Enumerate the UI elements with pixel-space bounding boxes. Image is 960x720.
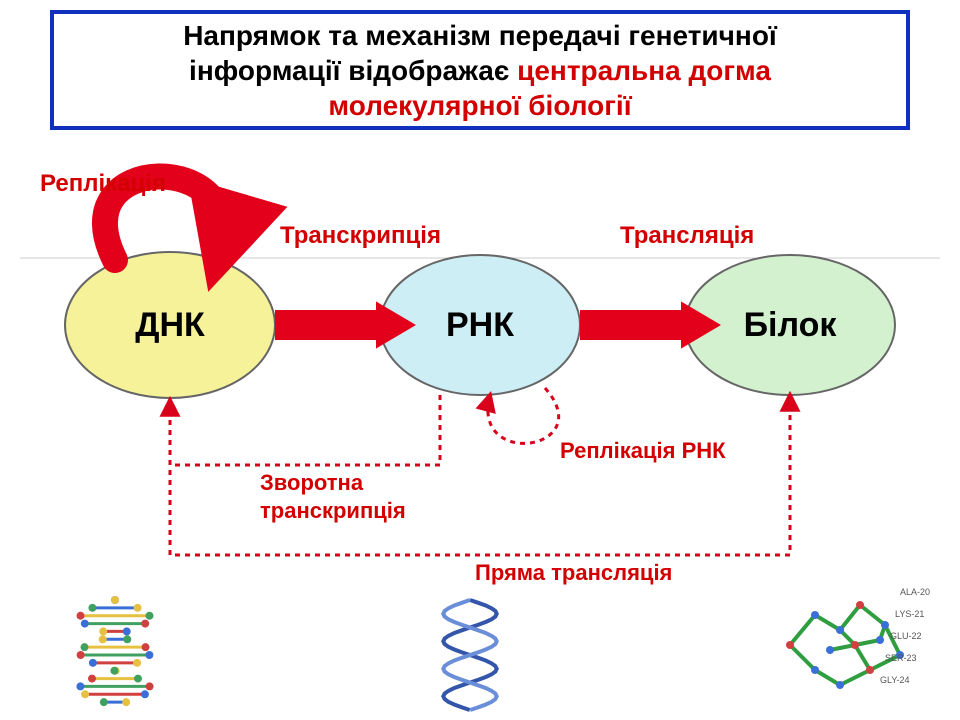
node-rnk [380, 255, 580, 395]
title-line-3: молекулярної біології [328, 90, 631, 121]
svg-text:GLY-24: GLY-24 [880, 675, 910, 685]
title-box: Напрямок та механізм передачі генетичної… [50, 10, 910, 130]
svg-text:SER-23: SER-23 [885, 653, 917, 663]
molecule-dna-icon [76, 596, 153, 706]
label-replication: Реплікація [40, 170, 166, 198]
label-reverse-transcription-2: транскрипція [260, 498, 406, 524]
title-text: Напрямок та механізм передачі генетичної… [183, 18, 777, 123]
molecule-protein-icon: ALA-20 LYS-21 GLU-22 SER-23 GLY-24 [786, 587, 930, 689]
svg-text:GLU-22: GLU-22 [890, 631, 922, 641]
arrow-rnk-selfloop [488, 388, 559, 443]
arrow-reverse-transcription [170, 395, 440, 465]
node-dnk-label: ДНК [135, 306, 205, 344]
node-bilok [685, 255, 895, 395]
svg-text:ALA-20: ALA-20 [900, 587, 930, 597]
title-line-2a: інформації відображає [189, 55, 517, 86]
label-translation: Трансляція [620, 222, 754, 250]
label-reverse-transcription-1: Зворотна [260, 470, 363, 496]
label-rnk-replication: Реплікація РНК [560, 438, 726, 464]
title-line-1: Напрямок та механізм передачі генетичної [183, 20, 777, 51]
diagram-stage: Напрямок та механізм передачі генетичної… [0, 0, 960, 720]
node-rnk-label: РНК [446, 306, 514, 344]
node-bilok-label: Білок [744, 306, 838, 344]
node-dnk [65, 252, 275, 398]
title-line-2b: центральна догма [517, 55, 771, 86]
label-direct-translation: Пряма трансляція [475, 560, 672, 586]
svg-text:LYS-21: LYS-21 [895, 609, 924, 619]
molecule-rna-icon [443, 600, 496, 710]
label-transcription: Транскрипція [280, 222, 441, 250]
arrow-translation [580, 301, 721, 348]
arrow-transcription [275, 301, 416, 348]
